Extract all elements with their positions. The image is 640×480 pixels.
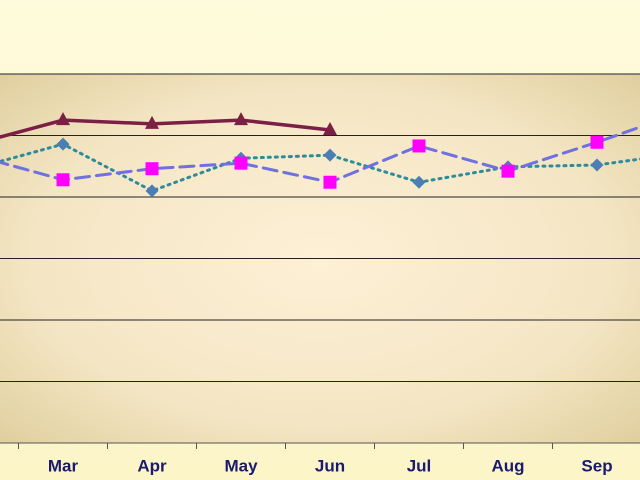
square-marker [501, 164, 515, 178]
square-marker [590, 135, 604, 149]
square-marker [234, 156, 248, 170]
triangle-marker [323, 121, 337, 135]
triangle-marker [145, 115, 159, 129]
x-tick-label: Mar [48, 456, 79, 475]
diamond-marker [145, 184, 159, 198]
diamond-marker [412, 175, 426, 189]
diamond-marker [323, 148, 337, 162]
diamond-marker [56, 137, 70, 151]
x-tick-label: May [224, 456, 258, 475]
square-marker [56, 173, 70, 187]
square-marker [145, 162, 159, 176]
triangle-marker [56, 112, 70, 126]
square-marker [323, 175, 337, 189]
x-tick-label: Apr [137, 456, 167, 475]
x-tick-label: Sep [581, 456, 612, 475]
square-marker [412, 139, 426, 153]
triangle-marker [234, 112, 248, 126]
x-tick-label: Jun [315, 456, 345, 475]
diamond-marker [590, 158, 604, 172]
x-tick-label: Aug [491, 456, 524, 475]
x-tick-label: Jul [407, 456, 432, 475]
